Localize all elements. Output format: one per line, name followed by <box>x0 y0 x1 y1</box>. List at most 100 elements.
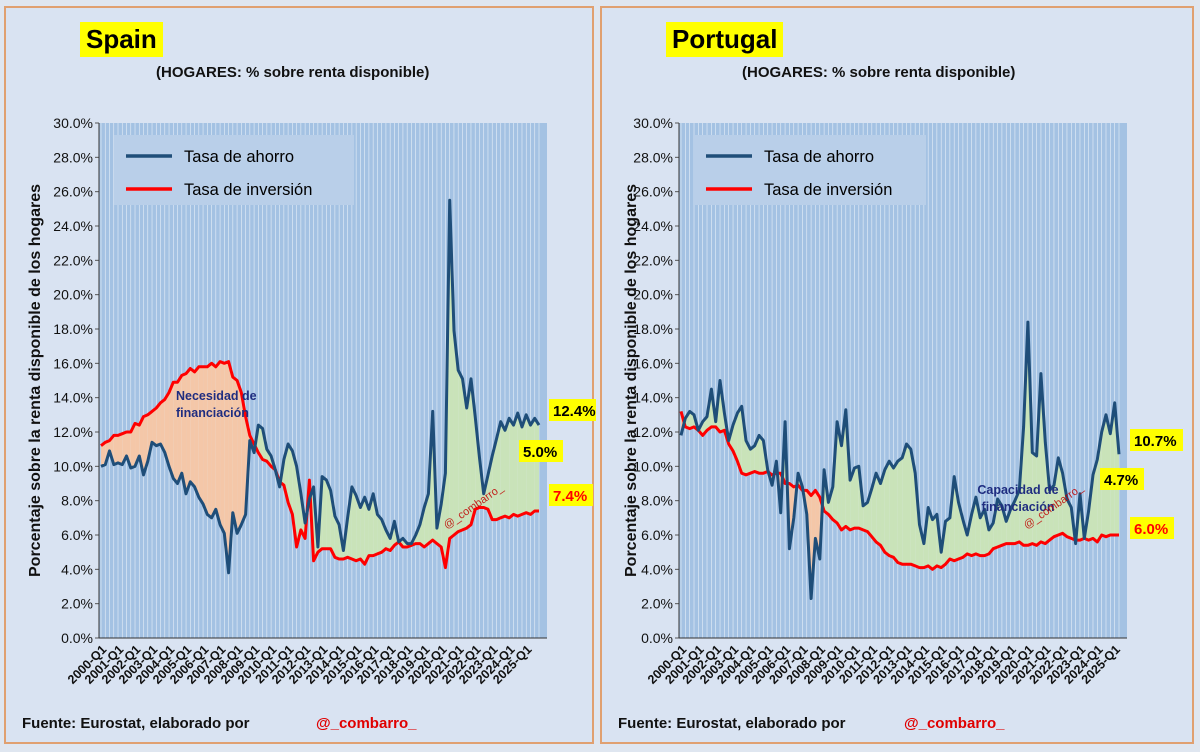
author-handle[interactable]: @_combarro_ <box>316 715 417 732</box>
gap-area <box>975 497 981 556</box>
gap-area <box>453 330 459 535</box>
legend-label-saving: Tasa de ahorro <box>184 148 294 166</box>
y-tick-label: 8.0% <box>61 493 93 509</box>
y-tick-label: 10.0% <box>53 458 93 474</box>
gap-area <box>164 392 170 467</box>
saving-end-label-bg <box>1130 429 1183 451</box>
gap-area <box>156 402 161 446</box>
gap-area <box>889 461 894 558</box>
gap-area <box>237 380 242 534</box>
y-tick-label: 0.0% <box>641 630 673 646</box>
gap-area <box>910 449 916 566</box>
gap-area <box>215 361 221 525</box>
gap-area <box>837 421 842 530</box>
financing-annotation: Capacidad de <box>977 483 1058 497</box>
gap-area <box>101 442 106 467</box>
source-label: Fuente: Eurostat, elaborado por <box>618 715 846 732</box>
y-tick-label: 28.0% <box>633 149 673 165</box>
gap-label-bg <box>1100 468 1144 490</box>
y-tick-label: 12.0% <box>633 424 673 440</box>
gap-area <box>160 399 165 453</box>
gap-area <box>884 461 890 556</box>
gap-area <box>500 421 505 518</box>
y-tick-label: 6.0% <box>641 527 673 543</box>
legend-label-investment: Tasa de inversión <box>184 181 312 199</box>
gap-area <box>449 200 454 539</box>
gap-area <box>928 507 933 570</box>
source-label: Fuente: Eurostat, elaborado por <box>22 715 250 732</box>
y-tick-label: 26.0% <box>633 184 673 200</box>
gap-area <box>224 361 229 573</box>
gap-area <box>322 476 327 549</box>
gap-area <box>288 444 293 515</box>
gap-area <box>466 378 471 529</box>
gap-area <box>863 502 868 532</box>
gap-area <box>232 377 238 534</box>
gap-label: 5.0% <box>523 444 557 461</box>
y-tick-label: 26.0% <box>53 184 93 200</box>
investment-end-label-bg <box>1130 517 1174 539</box>
gap-area <box>945 517 950 565</box>
y-tick-label: 28.0% <box>53 149 93 165</box>
gap-area <box>152 407 157 446</box>
gap-area <box>113 435 119 465</box>
gap-area <box>181 373 187 494</box>
author-handle[interactable]: @_combarro_ <box>904 715 1005 732</box>
y-tick-label: 30.0% <box>633 115 673 131</box>
series-line-investment <box>100 360 539 570</box>
legend-box <box>694 135 926 205</box>
y-tick-label: 16.0% <box>53 355 93 371</box>
gap-label: 4.7% <box>1104 472 1138 489</box>
chart-subtitle: (HOGARES: % sobre renta disponible) <box>156 64 430 81</box>
gap-area <box>902 444 907 565</box>
investment-end-label: 6.0% <box>1134 521 1168 538</box>
gap-area <box>1049 485 1054 541</box>
y-tick-label: 6.0% <box>61 527 93 543</box>
gap-area <box>173 382 178 484</box>
gap-area <box>326 480 331 549</box>
gap-area <box>997 498 1002 548</box>
gap-area <box>1062 473 1067 537</box>
y-tick-label: 18.0% <box>53 321 93 337</box>
y-tick-label: 22.0% <box>53 252 93 268</box>
gap-area <box>186 368 191 494</box>
gap-area <box>258 425 263 460</box>
financing-annotation: Necesidad de <box>176 389 257 403</box>
gap-area <box>377 514 382 554</box>
gap-area <box>513 413 518 517</box>
y-tick-label: 30.0% <box>53 115 93 131</box>
gap-area <box>130 423 136 469</box>
gap-area <box>296 466 301 548</box>
financing-annotation: financiación <box>982 500 1055 514</box>
y-tick-label: 8.0% <box>641 493 673 509</box>
legend-box <box>114 135 354 205</box>
gap-area <box>496 421 501 520</box>
gap-area <box>169 382 174 479</box>
y-tick-label: 4.0% <box>61 561 93 577</box>
gap-area <box>893 461 898 563</box>
y-tick-label: 14.0% <box>53 390 93 406</box>
y-tick-label: 20.0% <box>53 287 93 303</box>
gap-area <box>906 444 911 565</box>
investment-end-label-bg <box>549 484 593 506</box>
y-tick-label: 2.0% <box>61 596 93 612</box>
saving-end-label-bg <box>549 399 596 421</box>
chart-title: Spain <box>80 22 163 57</box>
gap-area <box>932 514 937 570</box>
financing-annotation: financiación <box>176 406 249 420</box>
investment-end-label: 7.4% <box>553 488 587 505</box>
y-tick-label: 0.0% <box>61 630 93 646</box>
saving-end-label: 10.7% <box>1134 433 1177 450</box>
spain-panel: Spain (HOGARES: % sobre renta disponible… <box>4 6 596 744</box>
gap-area <box>351 486 357 561</box>
y-tick-label: 14.0% <box>633 390 673 406</box>
gap-area <box>750 445 755 474</box>
gap-area <box>220 361 225 534</box>
gap-area <box>897 457 903 565</box>
gap-area <box>1010 500 1015 544</box>
portugal-chart: 0.0% 2.0% 4.0% 6.0% 8.0% 10.0% 12.0% 14.0% 16.0%… <box>623 115 1183 687</box>
y-tick-label: 16.0% <box>633 355 673 371</box>
gap-area <box>880 469 885 553</box>
gap-area <box>194 366 199 498</box>
y-tick-label: 12.0% <box>53 424 93 440</box>
